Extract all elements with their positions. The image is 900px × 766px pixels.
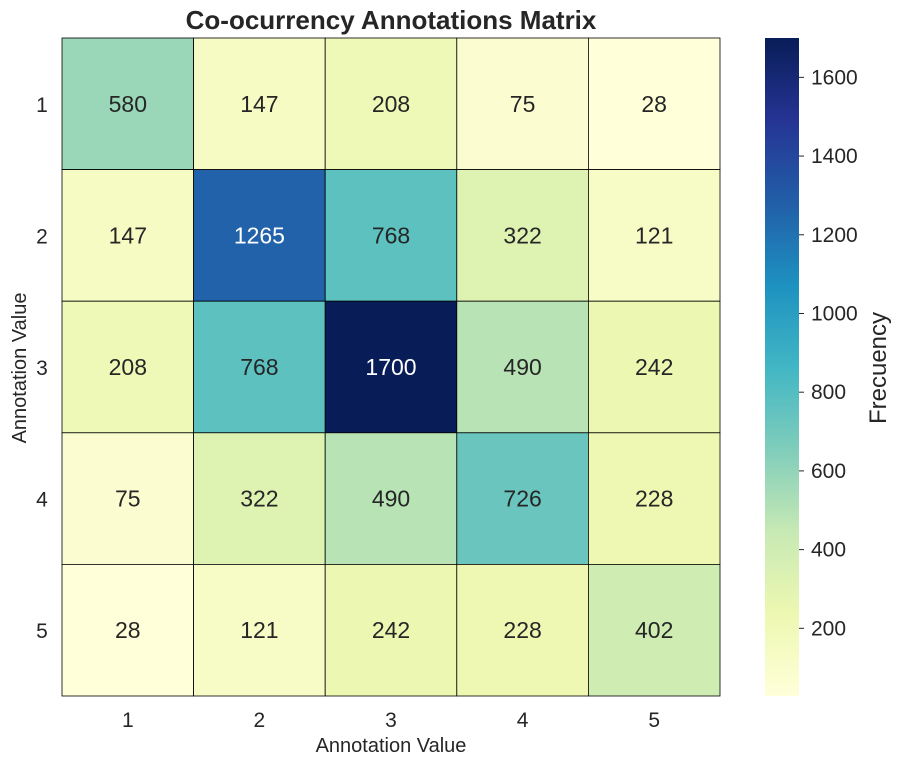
y-tick-label: 2 <box>36 225 48 248</box>
heatmap-cell <box>193 37 326 171</box>
cell-value-label: 490 <box>503 354 541 380</box>
heatmap-cells: 580 147 208 75 28 147 1265 768 322 121 208 768 1700 4… <box>61 37 721 697</box>
y-axis-label: Annotation Value <box>9 293 31 444</box>
y-tick-label: 1 <box>36 94 48 117</box>
heatmap-cell <box>61 564 195 697</box>
heatmap-cell <box>193 432 326 565</box>
heatmap-cell <box>324 300 458 434</box>
colorbar-tick-label: 200 <box>811 617 846 640</box>
x-tick-label: 1 <box>122 709 134 732</box>
heatmap-cell <box>588 37 721 171</box>
colorbar-gradient <box>765 38 799 696</box>
heatmap-cell <box>61 432 195 565</box>
heatmap-cell <box>456 432 589 565</box>
heatmap-cell <box>324 432 458 565</box>
cell-value-label: 242 <box>635 354 673 380</box>
heatmap-cell <box>456 37 589 171</box>
cell-value-label: 28 <box>115 617 141 643</box>
cell-value-label: 75 <box>510 91 536 117</box>
x-tick-label: 4 <box>517 709 529 732</box>
cell-value-label: 726 <box>503 486 541 512</box>
heatmap-cell <box>588 300 721 434</box>
cell-value-label: 121 <box>240 617 278 643</box>
heatmap-cell <box>324 37 458 171</box>
y-tick-label: 5 <box>36 620 48 643</box>
x-tick-label: 3 <box>385 709 397 732</box>
colorbar-tick-label: 1600 <box>811 66 858 89</box>
cell-value-label: 208 <box>372 91 410 117</box>
x-axis-label: Annotation Value <box>316 735 467 757</box>
y-tick-label: 4 <box>36 489 48 512</box>
cell-value-label: 322 <box>503 222 541 248</box>
colorbar-tick-label: 1400 <box>811 145 858 168</box>
colorbar-tick-label: 1200 <box>811 224 858 247</box>
cell-value-label: 580 <box>109 91 147 117</box>
heatmap-cell <box>588 564 721 697</box>
colorbar-tick-label: 800 <box>811 381 846 404</box>
y-axis-ticks: 1 2 3 4 5 <box>36 94 48 643</box>
cell-value-label: 1700 <box>365 354 416 380</box>
heatmap-cell <box>588 169 721 302</box>
colorbar-label: Frecuency <box>865 312 892 424</box>
heatmap-cell <box>193 169 326 302</box>
x-tick-label: 2 <box>254 709 266 732</box>
colorbar-tick-label: 400 <box>811 539 846 562</box>
x-axis-ticks: 1 2 3 4 5 <box>122 709 660 732</box>
heatmap-cell <box>61 169 195 302</box>
cell-value-label: 121 <box>635 222 673 248</box>
heatmap-cell <box>324 169 458 302</box>
cell-value-label: 768 <box>372 222 410 248</box>
cell-value-label: 228 <box>635 486 673 512</box>
cell-value-label: 147 <box>240 91 278 117</box>
heatmap-cell <box>456 300 589 434</box>
x-tick-label: 5 <box>648 709 660 732</box>
colorbar-tick-label: 1000 <box>811 302 858 325</box>
heatmap-cell <box>588 432 721 565</box>
cell-value-label: 147 <box>109 222 147 248</box>
chart-title: Co-ocurrency Annotations Matrix <box>186 5 597 35</box>
heatmap-cell <box>193 300 326 434</box>
y-tick-label: 3 <box>36 357 48 380</box>
cell-value-label: 28 <box>641 91 667 117</box>
cell-value-label: 208 <box>109 354 147 380</box>
cell-value-label: 490 <box>372 486 410 512</box>
heatmap-cell <box>61 37 195 171</box>
heatmap-cell <box>193 564 326 697</box>
cell-value-label: 228 <box>503 617 541 643</box>
heatmap-cell <box>324 564 458 697</box>
cell-value-label: 242 <box>372 617 410 643</box>
cell-value-label: 75 <box>115 486 141 512</box>
colorbar-tick-label: 600 <box>811 460 846 483</box>
cell-value-label: 1265 <box>234 222 285 248</box>
cell-value-label: 768 <box>240 354 278 380</box>
colorbar: 200 400 600 800 1000 1200 1400 1600 <box>765 38 858 696</box>
cell-value-label: 402 <box>635 617 673 643</box>
cell-value-label: 322 <box>240 486 278 512</box>
